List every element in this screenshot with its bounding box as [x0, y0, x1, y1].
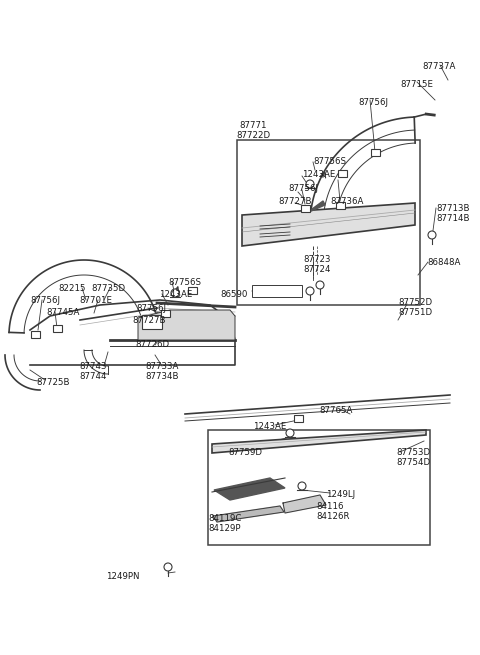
- Text: 87727B: 87727B: [278, 197, 312, 206]
- Text: 87727B: 87727B: [132, 316, 166, 325]
- Text: 87753D: 87753D: [396, 448, 430, 457]
- Text: 1243AE: 1243AE: [159, 290, 192, 299]
- Circle shape: [428, 231, 436, 239]
- Circle shape: [286, 429, 294, 437]
- Bar: [252, 285, 302, 297]
- Text: 82215: 82215: [58, 284, 86, 293]
- Text: 87743: 87743: [79, 362, 107, 371]
- Text: 87714B: 87714B: [436, 214, 469, 223]
- Text: 1243AE: 1243AE: [253, 422, 287, 431]
- Bar: [142, 315, 162, 329]
- Bar: [52, 324, 61, 331]
- Polygon shape: [308, 201, 325, 212]
- Text: 87726D: 87726D: [135, 340, 169, 349]
- Text: 87744: 87744: [79, 372, 107, 381]
- Text: 87756J: 87756J: [30, 296, 60, 305]
- Text: 1243AE: 1243AE: [302, 170, 336, 179]
- Bar: [300, 204, 310, 212]
- Bar: [237, 140, 420, 305]
- Bar: [160, 310, 169, 316]
- Text: 87734B: 87734B: [145, 372, 179, 381]
- Text: 87713B: 87713B: [436, 204, 469, 213]
- Circle shape: [171, 289, 179, 297]
- Text: 87737A: 87737A: [422, 62, 456, 71]
- Bar: [208, 430, 430, 545]
- Text: 86590: 86590: [221, 290, 248, 299]
- Text: 84126R: 84126R: [316, 512, 349, 521]
- Bar: [188, 286, 196, 293]
- Text: 87765A: 87765A: [319, 406, 353, 415]
- Text: 87756J: 87756J: [288, 184, 318, 193]
- Circle shape: [306, 180, 314, 188]
- Bar: [31, 331, 39, 337]
- Text: 1249PN: 1249PN: [107, 572, 140, 581]
- Text: 87752D: 87752D: [398, 298, 432, 307]
- Text: 87745A: 87745A: [46, 308, 79, 317]
- Polygon shape: [242, 203, 415, 246]
- Circle shape: [316, 281, 324, 289]
- Text: 87735D: 87735D: [91, 284, 125, 293]
- Text: 84119C: 84119C: [208, 514, 241, 523]
- Text: 87751D: 87751D: [398, 308, 432, 317]
- Bar: [337, 170, 347, 176]
- Text: 87723: 87723: [303, 255, 331, 264]
- Text: 87736A: 87736A: [330, 197, 363, 206]
- Text: 87754D: 87754D: [396, 458, 430, 467]
- Bar: [293, 415, 302, 422]
- Text: 87725B: 87725B: [36, 378, 70, 387]
- Text: 87756J: 87756J: [136, 304, 166, 313]
- Bar: [336, 202, 345, 208]
- Text: 87722D: 87722D: [236, 131, 270, 140]
- Text: 87771: 87771: [239, 121, 267, 130]
- Text: 87756S: 87756S: [313, 157, 346, 166]
- Circle shape: [164, 563, 172, 571]
- Circle shape: [298, 482, 306, 490]
- Polygon shape: [212, 430, 426, 453]
- Text: 87724: 87724: [303, 265, 331, 274]
- Bar: [371, 149, 380, 155]
- Text: 84129P: 84129P: [208, 524, 240, 533]
- Circle shape: [306, 287, 314, 295]
- Text: 87756S: 87756S: [168, 278, 201, 287]
- Text: 1249LJ: 1249LJ: [326, 490, 355, 499]
- Polygon shape: [213, 506, 284, 522]
- Text: 87756J: 87756J: [358, 98, 388, 107]
- Text: 84116: 84116: [316, 502, 344, 511]
- Polygon shape: [283, 495, 326, 513]
- Text: 87759D: 87759D: [228, 448, 262, 457]
- Polygon shape: [214, 478, 285, 500]
- Text: 87715E: 87715E: [400, 80, 433, 89]
- Text: 86848A: 86848A: [427, 258, 460, 267]
- Polygon shape: [138, 310, 235, 340]
- Text: 87701E: 87701E: [80, 296, 112, 305]
- Text: 87733A: 87733A: [145, 362, 179, 371]
